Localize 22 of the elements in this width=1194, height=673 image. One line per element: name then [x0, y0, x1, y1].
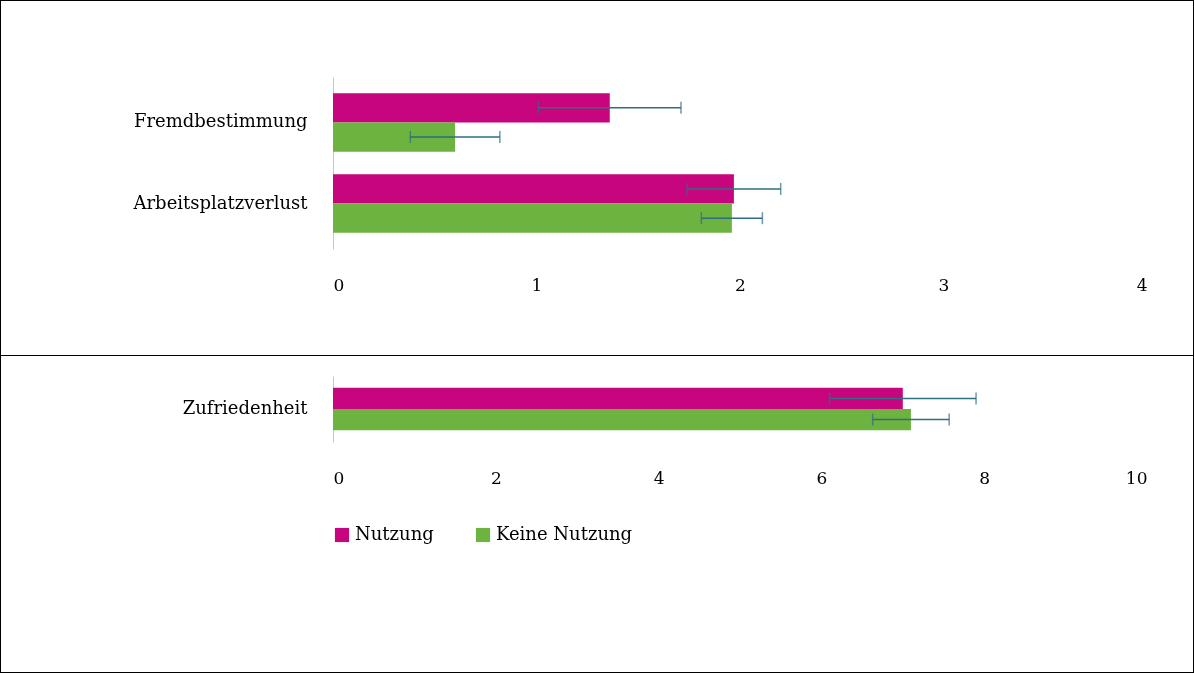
x-tick-label: 10 — [1125, 467, 1148, 488]
x-tick-label: 4 — [653, 467, 665, 488]
x-tick-label: 4 — [1136, 274, 1148, 295]
bar — [333, 93, 610, 123]
x-tick-label: 1 — [531, 274, 543, 295]
bar — [333, 174, 734, 204]
panel-frame: 0 1 2 3 4 Fremdbestimmung Arbeitsplatzverlust — [0, 0, 1194, 356]
legend-label: Keine Nutzung — [496, 523, 633, 544]
legend-label: Nutzung — [355, 523, 434, 544]
y-tick-label: Zufriedenheit — [182, 397, 309, 418]
y-tick-label: Arbeitsplatzverlust — [132, 191, 309, 213]
x-tick-label: 2 — [490, 467, 502, 488]
panel-frame: 0 2 4 6 8 10 Zufriedenheit Nutzung Keine Nutzung — [0, 356, 1194, 673]
x-tick-label: 0 — [333, 467, 345, 488]
x-tick-label: 6 — [816, 467, 828, 488]
bar — [333, 122, 456, 152]
x-tick-label: 3 — [938, 274, 950, 295]
x-tick-label: 8 — [979, 467, 991, 488]
x-tick-label: 0 — [333, 274, 345, 295]
y-tick-label: Fremdbestimmung — [133, 110, 308, 132]
x-tick-label: 2 — [735, 274, 746, 295]
bar — [333, 203, 732, 233]
